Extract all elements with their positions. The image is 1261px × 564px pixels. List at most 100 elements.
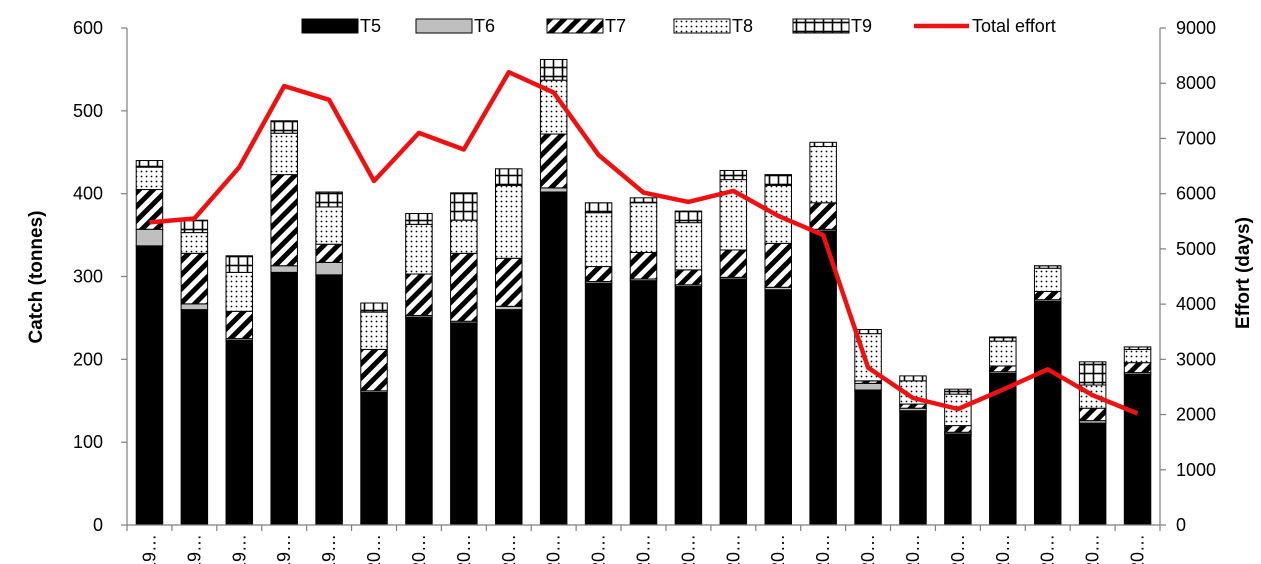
- y2-tick-label: 0: [1176, 515, 1186, 535]
- legend-label-total-effort: Total effort: [972, 16, 1056, 36]
- x-tick-label: 20…: [723, 534, 743, 564]
- bar-t7-12: [629, 251, 658, 280]
- bar-t9-5: [315, 191, 343, 208]
- y-tick-label: 600: [73, 18, 103, 38]
- y2-tick-label: 3000: [1176, 349, 1216, 369]
- bar-t9-16: [809, 141, 837, 147]
- bar-t6-10: [539, 187, 568, 193]
- bar-t7-11: [584, 266, 613, 282]
- bar-t5-2: [180, 309, 209, 526]
- bar-t5-5: [315, 274, 343, 526]
- x-tick-label: 20…: [589, 534, 609, 564]
- x-tick-label: 19…: [319, 534, 339, 564]
- y2-tick-label: 4000: [1176, 294, 1216, 314]
- x-tick-label: 19…: [140, 534, 160, 564]
- bar-t5-3: [225, 339, 254, 526]
- bar-t7-10: [539, 133, 568, 189]
- legend-label-t6: T6: [474, 16, 495, 36]
- x-tick-label: 20…: [1083, 534, 1103, 564]
- bar-t8-12: [629, 202, 658, 253]
- bar-t9-13: [674, 210, 703, 224]
- x-tick-label: 20…: [903, 534, 923, 564]
- bar-t9-8: [450, 192, 478, 221]
- bar-t9-20: [989, 336, 1017, 342]
- bar-t7-8: [450, 252, 478, 322]
- bar-t8-9: [495, 184, 523, 259]
- bar-t9-12: [629, 197, 658, 204]
- x-tick-label: 20…: [1128, 534, 1148, 564]
- x-tick-label: 19…: [274, 534, 294, 564]
- bar-t9-2: [180, 219, 209, 234]
- bar-t9-15: [764, 174, 792, 186]
- x-tick-label: 20…: [1038, 534, 1058, 564]
- bar-t6-17: [854, 382, 882, 391]
- bar-t7-22: [1078, 407, 1107, 422]
- bar-t9-11: [584, 202, 613, 214]
- bar-t5-14: [719, 278, 748, 526]
- bar-t7-7: [405, 273, 433, 316]
- legend-swatch-t5: [301, 18, 359, 34]
- axes-layer: 0100200300400500600010002000300040005000…: [73, 18, 1216, 564]
- bar-t5-9: [495, 309, 523, 526]
- bar-t9-22: [1078, 361, 1107, 386]
- legend-label-t8: T8: [732, 16, 753, 36]
- bar-t9-10: [539, 58, 568, 81]
- y-tick-label: 500: [73, 101, 103, 121]
- bar-t5-20: [989, 372, 1017, 526]
- bar-t5-1: [135, 245, 164, 526]
- bar-t7-3: [225, 310, 254, 340]
- bar-t9-17: [854, 329, 882, 335]
- legend-label-t9: T9: [851, 16, 872, 36]
- x-tick-label: 20…: [948, 534, 968, 564]
- bar-t7-9: [495, 257, 523, 307]
- y-tick-label: 0: [93, 515, 103, 535]
- bar-t5-17: [854, 389, 882, 526]
- bar-t5-10: [539, 191, 568, 526]
- bar-t9-1: [135, 160, 164, 168]
- bar-t6-4: [270, 265, 298, 273]
- bar-t7-13: [674, 269, 703, 286]
- bar-t7-19: [944, 425, 972, 433]
- bar-t8-20: [989, 340, 1017, 367]
- y2-tick-label: 6000: [1176, 184, 1216, 204]
- bar-t8-21: [1033, 267, 1062, 292]
- bar-t5-19: [944, 433, 972, 526]
- bar-t5-21: [1033, 300, 1062, 526]
- bar-t5-15: [764, 289, 792, 526]
- y-axis-title: Catch (tonnes): [26, 211, 47, 344]
- legend-swatch-t7: [546, 18, 604, 34]
- bar-t6-2: [180, 303, 209, 311]
- y-tick-label: 100: [73, 432, 103, 452]
- bar-t5-16: [809, 230, 837, 526]
- bar-t8-1: [135, 166, 164, 191]
- y2-tick-label: 5000: [1176, 239, 1216, 259]
- bar-t8-16: [809, 145, 837, 204]
- line-total-effort: [149, 69, 1139, 416]
- bars-layer: [135, 58, 1152, 526]
- bar-t7-21: [1033, 290, 1062, 301]
- bar-t8-7: [405, 223, 433, 275]
- legend: T5 T6 T7 T8 T9 Total effort: [301, 16, 1056, 36]
- bar-t9-3: [225, 255, 254, 273]
- bar-t7-20: [989, 365, 1017, 373]
- y2-tick-label: 2000: [1176, 405, 1216, 425]
- bar-t7-4: [270, 174, 298, 267]
- bar-t8-23: [1123, 348, 1152, 364]
- bar-t9-23: [1123, 346, 1152, 350]
- bar-t7-6: [360, 348, 388, 392]
- bar-t8-5: [315, 206, 343, 245]
- x-tick-label: 20…: [678, 534, 698, 564]
- bar-t7-2: [180, 252, 209, 305]
- bar-t5-12: [629, 280, 658, 526]
- y-tick-label: 300: [73, 267, 103, 287]
- x-tick-label: 20…: [993, 534, 1013, 564]
- legend-label-t5: T5: [360, 16, 381, 36]
- x-tick-label: 19…: [184, 534, 204, 564]
- legend-label-t7: T7: [605, 16, 626, 36]
- bar-t9-14: [719, 169, 748, 181]
- x-tick-label: 20…: [634, 534, 654, 564]
- bar-t9-19: [944, 388, 972, 395]
- bar-t9-18: [899, 375, 927, 382]
- x-tick-label: 20…: [454, 534, 474, 564]
